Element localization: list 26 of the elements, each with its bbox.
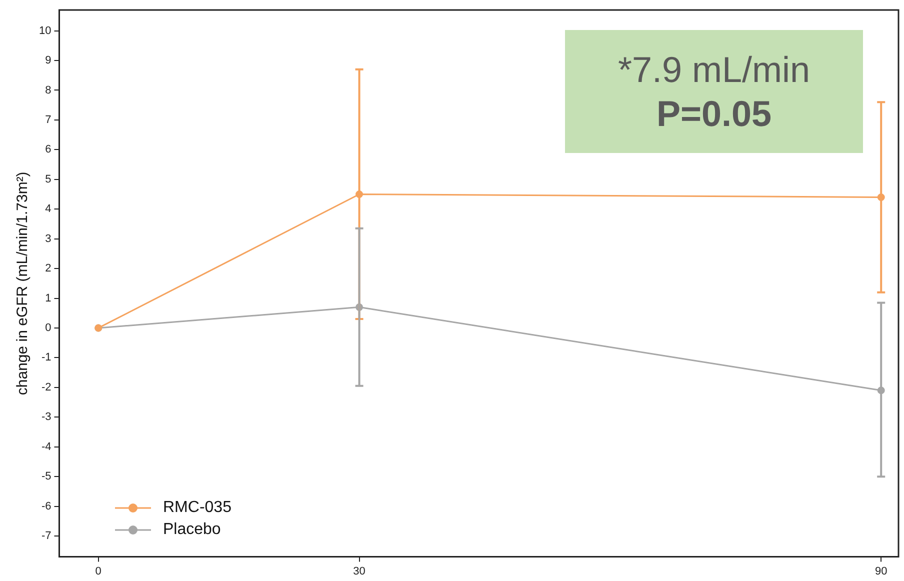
y-tick-label: 5 (45, 173, 52, 186)
y-axis-title: change in eGFR (mL/min/1.73m²) (14, 172, 32, 396)
x-tick-label: 30 (353, 565, 366, 578)
y-tick-label: -3 (41, 411, 52, 424)
y-tick-label: 7 (45, 114, 52, 126)
annotation: P=0.05 (655, 92, 773, 136)
y-tick-label: 2 (45, 262, 52, 275)
y-tick-label: 1 (45, 292, 52, 304)
y-tick-label: 6 (45, 144, 52, 156)
x-tick-label: 90 (874, 565, 888, 578)
y-tick-label: 0 (45, 322, 52, 334)
y-tick-label: -5 (41, 470, 52, 483)
y-tick-label: -4 (41, 440, 52, 453)
annotation: *7.9 mL/min (616, 48, 812, 92)
y-tick-label: 4 (45, 203, 52, 216)
y-tick-label: -2 (41, 381, 52, 394)
x-tick-label: 0 (95, 565, 102, 578)
legend-label: Placebo (163, 521, 221, 539)
y-tick-label: 10 (38, 24, 52, 37)
y-tick-label: 8 (45, 84, 52, 96)
legend-label: RMC-035 (163, 499, 232, 517)
y-tick-label: -6 (41, 500, 52, 512)
y-tick-label: 9 (45, 54, 52, 67)
y-tick-label: -7 (41, 530, 52, 542)
y-tick-label: 3 (45, 232, 52, 245)
y-tick-label: -1 (41, 352, 52, 364)
